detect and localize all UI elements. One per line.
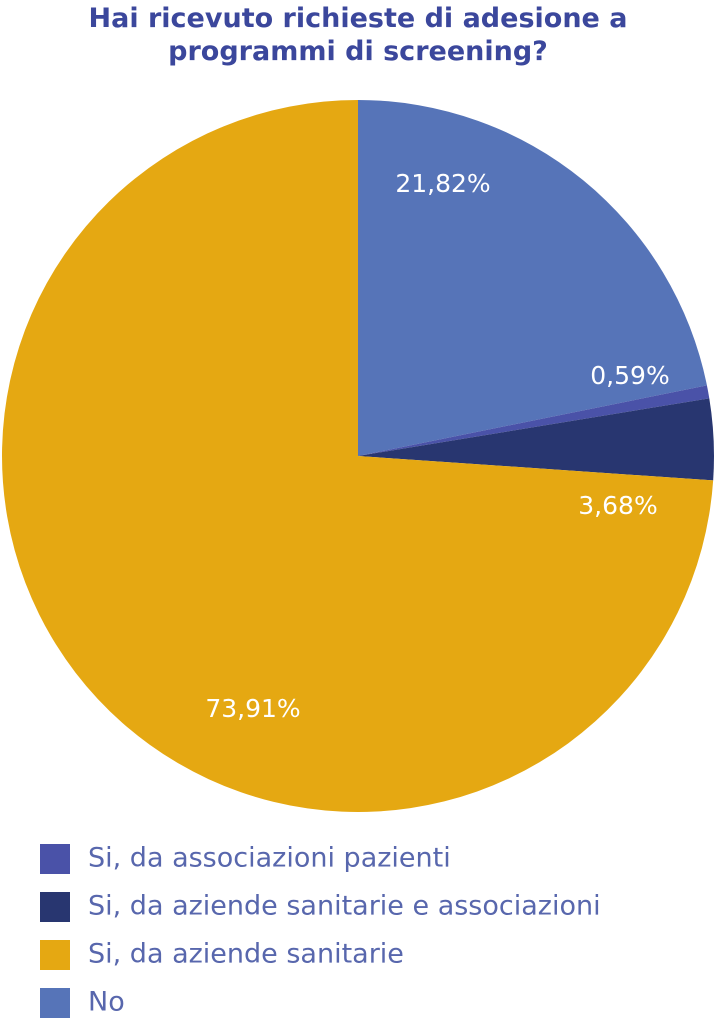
value-label: 3,68% xyxy=(578,491,657,520)
value-label: 73,91% xyxy=(205,694,300,723)
pie-slice xyxy=(358,100,707,456)
legend-label: Si, da associazioni pazienti xyxy=(88,843,451,874)
legend-swatch xyxy=(40,844,70,874)
value-label: 0,59% xyxy=(590,361,669,390)
chart-title: Hai ricevuto richieste di adesione a pro… xyxy=(88,3,628,67)
legend-label: No xyxy=(88,987,125,1018)
pie-slice xyxy=(358,385,710,456)
legend-swatch xyxy=(40,988,70,1018)
legend-label: Si, da aziende sanitarie xyxy=(88,939,404,970)
legend-label: Si, da aziende sanitarie e associazioni xyxy=(88,891,601,922)
legend-swatch xyxy=(40,940,70,970)
legend-swatch xyxy=(40,892,70,922)
pie-slice xyxy=(358,398,714,481)
pie-slice xyxy=(2,100,714,812)
value-label: 21,82% xyxy=(395,169,490,198)
